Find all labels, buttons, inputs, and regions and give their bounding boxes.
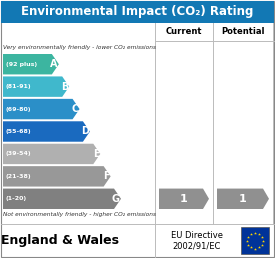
Text: C: C	[71, 104, 79, 114]
Text: E: E	[93, 149, 99, 159]
Text: (39-54): (39-54)	[6, 151, 32, 156]
Text: (21-38): (21-38)	[6, 174, 32, 179]
Text: (1-20): (1-20)	[6, 196, 27, 201]
Text: EU Directive
2002/91/EC: EU Directive 2002/91/EC	[171, 231, 223, 250]
Polygon shape	[3, 166, 111, 187]
Polygon shape	[159, 189, 209, 209]
Bar	[241, 227, 269, 254]
Text: G: G	[112, 194, 120, 204]
Text: Environmental Impact (CO₂) Rating: Environmental Impact (CO₂) Rating	[21, 5, 254, 19]
Text: 1: 1	[239, 194, 247, 204]
Polygon shape	[3, 54, 59, 74]
Polygon shape	[3, 121, 90, 142]
Text: Not environmentally friendly - higher CO₂ emissions: Not environmentally friendly - higher CO…	[3, 212, 156, 217]
Bar	[1, 1, 274, 23]
Text: (69-80): (69-80)	[6, 107, 32, 111]
Text: Very environmentally friendly - lower CO₂ emissions: Very environmentally friendly - lower CO…	[3, 45, 156, 51]
Text: (81-91): (81-91)	[6, 84, 32, 89]
Text: 1: 1	[180, 194, 188, 204]
Text: Potential: Potential	[221, 28, 265, 36]
Text: A: A	[50, 59, 58, 69]
Text: (92 plus): (92 plus)	[6, 62, 37, 67]
Text: Current: Current	[166, 28, 202, 36]
Polygon shape	[217, 189, 269, 209]
Text: England & Wales: England & Wales	[1, 234, 119, 247]
Polygon shape	[3, 189, 121, 209]
Text: F: F	[103, 171, 110, 181]
Text: D: D	[81, 126, 89, 136]
Text: B: B	[61, 82, 68, 92]
Polygon shape	[3, 76, 69, 97]
Polygon shape	[3, 99, 79, 119]
Text: (55-68): (55-68)	[6, 129, 32, 134]
Polygon shape	[3, 144, 100, 164]
